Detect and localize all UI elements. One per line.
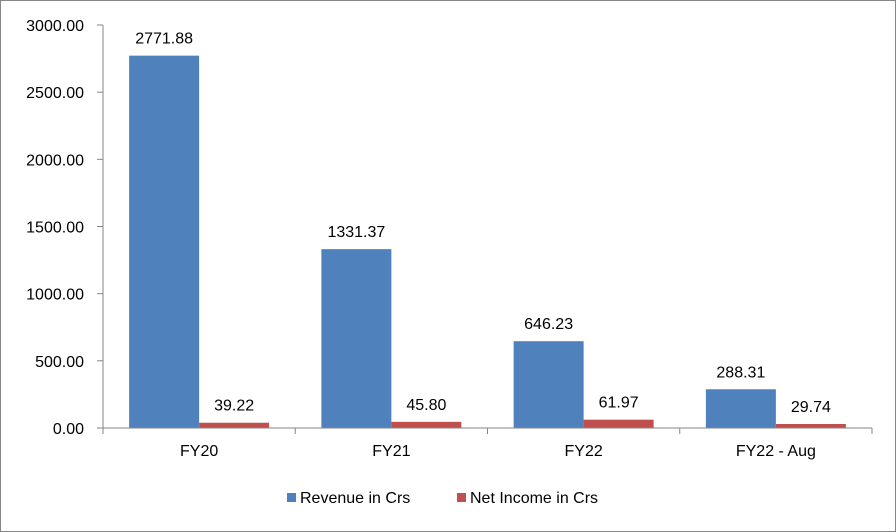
bar-revenue-2 <box>513 341 584 428</box>
bar-revenue-3 <box>705 389 776 428</box>
legend-swatch-net-income <box>457 493 466 502</box>
data-label-net-income-1: 45.80 <box>406 397 446 414</box>
y-tick-label: 1500.00 <box>26 220 84 237</box>
bar-net-income-0 <box>199 422 270 428</box>
data-label-net-income-3: 29.74 <box>791 399 831 416</box>
x-tick-label: FY22 - Aug <box>736 443 816 460</box>
y-tick-label: 2500.00 <box>26 85 84 102</box>
bar-net-income-3 <box>775 424 846 428</box>
bar-revenue-1 <box>321 249 392 428</box>
x-tick-label: FY20 <box>180 443 218 460</box>
y-tick-label: 500.00 <box>35 354 84 371</box>
data-label-revenue-3: 288.31 <box>716 364 765 381</box>
legend-label-net-income: Net Income in Crs <box>470 490 598 507</box>
y-tick-label: 0.00 <box>53 421 84 438</box>
data-label-revenue-1: 1331.37 <box>327 224 385 241</box>
y-tick-label: 2000.00 <box>26 152 84 169</box>
x-tick-label: FY22 <box>565 443 603 460</box>
legend: Revenue in Crs Net Income in Crs <box>287 490 598 507</box>
y-tick-label: 1000.00 <box>26 287 84 304</box>
axes-group <box>97 24 873 434</box>
x-tick-label: FY21 <box>372 443 410 460</box>
bar-net-income-1 <box>391 421 462 428</box>
bar-revenue-0 <box>129 55 200 429</box>
data-label-net-income-0: 39.22 <box>214 398 254 415</box>
labels-group: 2771.88 39.22 FY20 1331.37 45.80 FY21 646.23 61… <box>26 18 831 460</box>
legend-label-revenue: Revenue in Crs <box>300 490 410 507</box>
legend-swatch-revenue <box>287 493 296 502</box>
bars-group <box>129 55 846 429</box>
data-label-revenue-0: 2771.88 <box>135 31 193 48</box>
y-tick-label: 3000.00 <box>26 18 84 35</box>
data-label-net-income-2: 61.97 <box>599 395 639 412</box>
data-label-revenue-2: 646.23 <box>524 316 573 333</box>
bar-net-income-2 <box>583 419 654 428</box>
